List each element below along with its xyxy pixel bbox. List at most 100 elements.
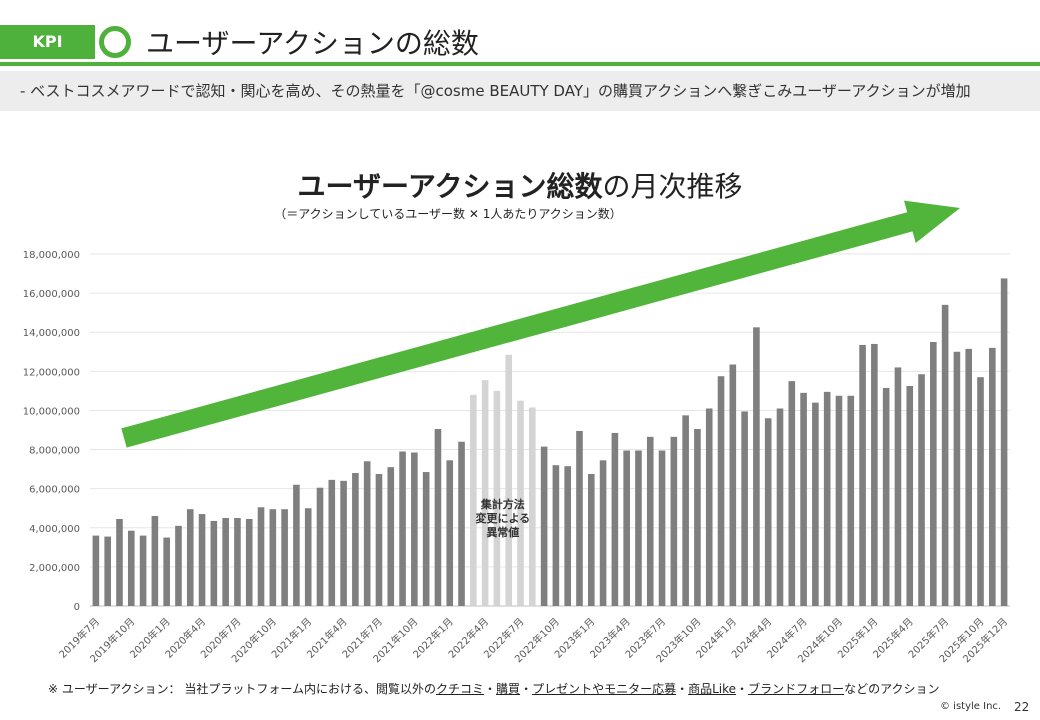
y-tick-label: 18,000,000 bbox=[23, 250, 80, 261]
bar bbox=[729, 364, 737, 606]
bar bbox=[623, 450, 630, 606]
bar bbox=[894, 367, 902, 606]
bar bbox=[375, 474, 383, 606]
bar bbox=[670, 436, 678, 606]
chart-title: ユーザーアクション総数の月次推移 bbox=[298, 170, 743, 203]
bar bbox=[481, 380, 489, 606]
bar bbox=[906, 386, 914, 606]
bar bbox=[446, 460, 454, 606]
bar bbox=[564, 466, 571, 606]
kpi-badge: KPI bbox=[0, 25, 95, 59]
bar bbox=[352, 473, 359, 606]
footnote-sep: ・ bbox=[676, 682, 689, 696]
bar bbox=[847, 395, 855, 606]
highlight-note: 変更による bbox=[475, 511, 530, 525]
bar bbox=[422, 472, 430, 606]
bar bbox=[411, 452, 418, 606]
footnote-link-purchase: 購買 bbox=[496, 682, 521, 696]
bar bbox=[705, 408, 713, 606]
bar bbox=[529, 407, 536, 606]
bar bbox=[92, 535, 100, 606]
y-tick-label: 14,000,000 bbox=[23, 328, 80, 339]
chart-subtitle: （＝アクションしているユーザー数 ✕ 1人あたりアクション数） bbox=[274, 206, 622, 221]
bar bbox=[493, 390, 501, 606]
chart-title-rest: の月次推移 bbox=[602, 170, 742, 203]
footnote-sep: ・ bbox=[484, 682, 497, 696]
footnote-link-like: 商品Like bbox=[688, 682, 737, 696]
bar bbox=[127, 530, 135, 606]
bar bbox=[245, 518, 253, 606]
bar bbox=[776, 408, 784, 606]
bar bbox=[941, 304, 949, 606]
footnote-suffix: などのアクション bbox=[844, 682, 940, 696]
bar bbox=[965, 348, 973, 606]
bar bbox=[340, 480, 347, 606]
footnote-link-kuchikomi: クチコミ bbox=[436, 682, 485, 696]
ring-icon bbox=[99, 26, 131, 58]
bar bbox=[882, 387, 890, 606]
y-tick-label: 6,000,000 bbox=[29, 485, 80, 496]
highlight-note: 異常値 bbox=[486, 525, 519, 539]
bar bbox=[812, 402, 819, 606]
bar bbox=[116, 518, 123, 606]
copyright: © istyle Inc. bbox=[940, 701, 1002, 712]
bar bbox=[304, 508, 312, 606]
bar bbox=[151, 516, 159, 606]
bar bbox=[587, 474, 595, 606]
y-tick-label: 0 bbox=[74, 602, 80, 613]
bar bbox=[930, 342, 937, 606]
bar bbox=[552, 465, 560, 606]
bar bbox=[210, 520, 218, 606]
bar bbox=[139, 535, 147, 606]
bar bbox=[517, 400, 524, 606]
bar bbox=[175, 525, 182, 606]
bar bbox=[163, 537, 170, 606]
bar bbox=[269, 509, 277, 606]
bar bbox=[328, 479, 336, 606]
bar bbox=[611, 432, 619, 606]
bar bbox=[257, 507, 265, 606]
y-tick-label: 4,000,000 bbox=[29, 524, 80, 535]
footnote-link-present: プレゼントやモニター応募 bbox=[532, 682, 677, 696]
bar bbox=[835, 395, 843, 606]
bar bbox=[104, 536, 111, 606]
bar bbox=[717, 376, 725, 606]
subtitle-bar: - ベストコスメアワードで認知・関心を高め、その熱量を「@cosme BEAUT… bbox=[0, 71, 1040, 111]
bar bbox=[540, 446, 548, 606]
bar bbox=[871, 343, 878, 606]
bar bbox=[658, 450, 666, 606]
growth-arrow bbox=[121, 200, 961, 448]
bar bbox=[387, 467, 395, 606]
bar bbox=[222, 518, 229, 606]
bar bbox=[198, 514, 206, 606]
bar bbox=[434, 429, 442, 606]
footnote: ※ ユーザーアクション： 当社プラットフォーム内における、閲覧以外のクチコミ・購… bbox=[48, 680, 939, 697]
footnote-prefix: ※ ユーザーアクション： 当社プラットフォーム内における、閲覧以外の bbox=[48, 682, 437, 696]
bar bbox=[281, 509, 288, 606]
bar bbox=[576, 430, 583, 606]
y-tick-label: 12,000,000 bbox=[23, 367, 80, 378]
highlight-note: 集計方法 bbox=[480, 497, 525, 511]
bar bbox=[1000, 278, 1008, 606]
bar bbox=[800, 392, 807, 606]
bar bbox=[788, 381, 796, 606]
y-tick-label: 10,000,000 bbox=[23, 406, 80, 417]
bar bbox=[989, 347, 996, 606]
footnote-sep: ・ bbox=[736, 682, 749, 696]
bar bbox=[646, 436, 654, 606]
bar bbox=[977, 377, 984, 606]
bar bbox=[316, 487, 324, 606]
chart-title-bold: ユーザーアクション総数 bbox=[298, 170, 604, 203]
bar bbox=[635, 450, 642, 606]
bar bbox=[918, 374, 925, 606]
bar bbox=[186, 509, 194, 606]
y-tick-label: 16,000,000 bbox=[23, 289, 80, 300]
page-number: 22 bbox=[1014, 700, 1030, 714]
bar bbox=[859, 344, 866, 606]
bar bbox=[363, 461, 371, 606]
bar bbox=[682, 415, 689, 606]
bar bbox=[753, 327, 760, 606]
bar bbox=[764, 418, 772, 606]
bar bbox=[741, 411, 748, 606]
